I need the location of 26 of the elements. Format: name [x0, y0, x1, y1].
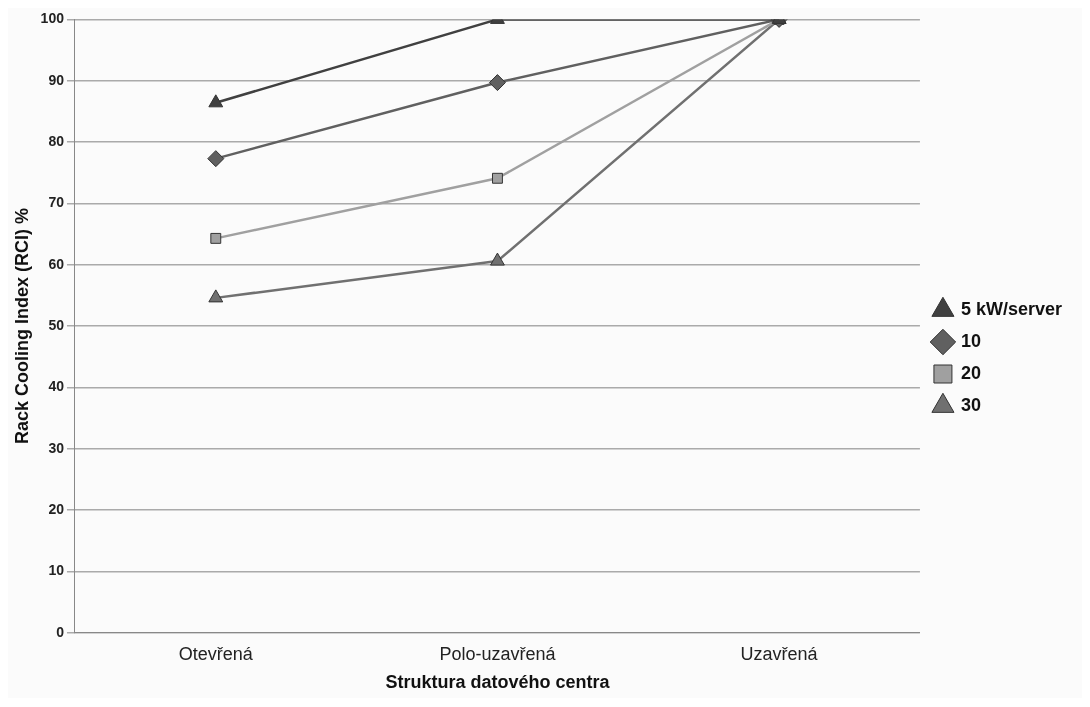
y-tick-label: 90: [48, 71, 65, 88]
y-tick-label: 60: [48, 255, 65, 272]
point: [490, 252, 505, 266]
x-axis-title: Struktura datového centra: [385, 672, 611, 693]
y-tick-label: 40: [48, 378, 65, 395]
y-tick-label: 20: [48, 500, 65, 517]
y-tick-label: 70: [48, 194, 65, 211]
point: [208, 289, 224, 303]
y-tick-label: 0: [56, 623, 65, 640]
legend-label: 10: [960, 330, 981, 351]
y-tick-label: 30: [48, 439, 65, 456]
legend-label: 20: [960, 362, 981, 383]
point: [492, 172, 503, 184]
legend-label: 30: [960, 394, 981, 415]
x-tick-label: Polo-uzavřená: [439, 643, 557, 664]
legend-label: 5 kW/server: [960, 298, 1063, 319]
point: [207, 150, 225, 168]
x-tick-label: Otevřená: [178, 643, 254, 664]
point: [210, 232, 222, 244]
y-tick-label: 100: [40, 10, 65, 27]
x-tick-label: Uzavřená: [740, 643, 819, 664]
y-tick-label: 80: [48, 132, 65, 149]
y-tick-label: 50: [48, 316, 65, 333]
y-axis-title: Rack Cooling Index (RCI) %: [11, 208, 32, 445]
y-tick-label: 10: [48, 562, 65, 579]
point: [488, 74, 506, 92]
